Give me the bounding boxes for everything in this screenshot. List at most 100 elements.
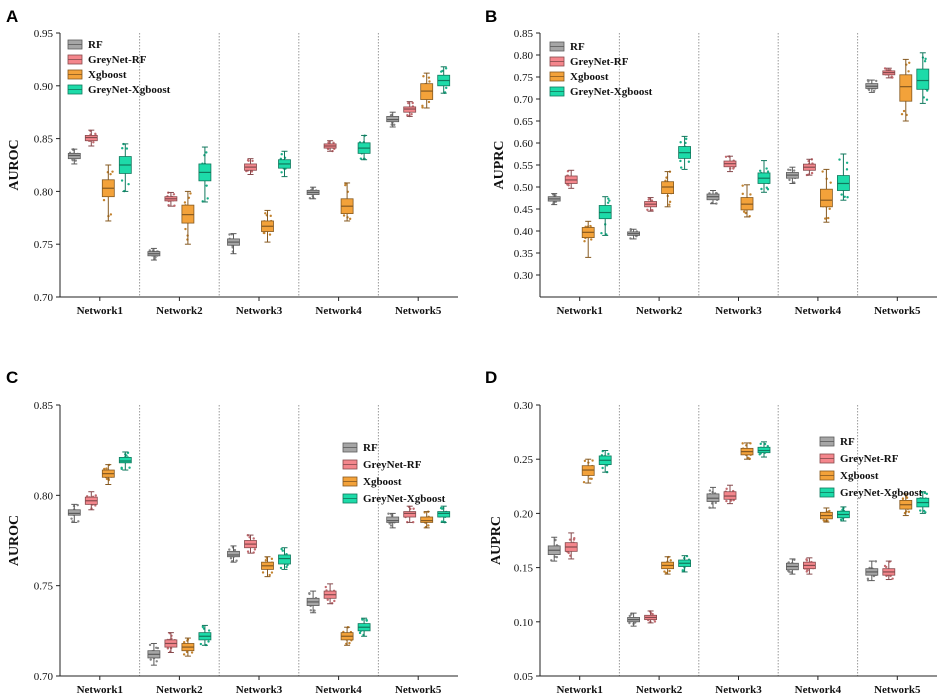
data-point [235, 559, 238, 562]
box-greynet-rf-network4 [803, 158, 816, 177]
panel-letter: A [6, 7, 18, 26]
legend-label: GreyNet-Xgboost [363, 493, 446, 505]
box-greynet-rf-network5 [403, 505, 417, 524]
data-point [166, 647, 170, 650]
box-greynet-rf-network3 [244, 534, 257, 554]
data-point [105, 467, 108, 470]
data-point [600, 231, 603, 235]
x-tick-label: Network2 [156, 305, 203, 317]
data-point [388, 522, 391, 525]
box-greynet-xgboost-network4 [357, 134, 371, 161]
data-point [92, 141, 95, 144]
legend-label: RF [840, 436, 855, 448]
box-greynet-rf-network2 [164, 632, 178, 654]
box-greynet-rf-network5 [882, 560, 896, 581]
data-point [608, 199, 611, 202]
data-point [427, 524, 430, 527]
box-greynet-rf-network5 [882, 67, 896, 79]
data-point [884, 565, 888, 569]
x-tick-label: Network2 [636, 684, 683, 696]
box-rf-network2 [147, 642, 161, 666]
box-xgboost-network1 [101, 463, 115, 485]
data-point [925, 492, 929, 496]
data-point [758, 169, 762, 173]
legend-label: Xgboost [570, 71, 609, 83]
box-greynet-xgboost-network4 [837, 506, 850, 522]
data-point [247, 159, 250, 163]
box-greynet-rf-network1 [84, 491, 98, 511]
data-point [651, 612, 654, 616]
data-point [907, 510, 911, 514]
data-point [268, 233, 272, 236]
box-xgboost-network2 [661, 170, 674, 208]
y-tick-label: 0.85 [34, 400, 54, 412]
data-point [279, 566, 283, 570]
data-point [583, 239, 586, 243]
box-greynet-rf-network3 [723, 155, 737, 173]
y-tick-label: 0.60 [514, 138, 534, 150]
y-tick-label: 0.30 [514, 270, 534, 282]
data-point [270, 557, 274, 561]
x-tick-label: Network3 [715, 305, 762, 317]
box-rf-network5 [386, 111, 400, 128]
box-greynet-xgboost-network1 [598, 449, 612, 474]
box-body [916, 68, 930, 90]
box-greynet-xgboost-network3 [278, 150, 291, 178]
y-axis-title: AUPRC [489, 516, 504, 565]
data-point [679, 141, 682, 144]
box-body [386, 516, 400, 523]
box-rf-network4 [786, 166, 799, 184]
legend: RF GreyNet-RF Xgboost GreyNet-Xgboost [342, 442, 446, 505]
data-point [120, 179, 124, 182]
data-point [407, 101, 410, 105]
y-tick-label: 0.80 [514, 50, 534, 62]
y-tick-label: 0.80 [34, 490, 54, 502]
box-xgboost-network2 [181, 190, 195, 245]
data-point [326, 598, 329, 601]
data-point [729, 499, 733, 502]
box-body [227, 550, 240, 558]
y-tick-label: 0.90 [34, 81, 54, 93]
data-point [348, 217, 352, 221]
data-point [668, 200, 672, 204]
data-point [628, 614, 631, 618]
data-point [590, 238, 593, 241]
panel-d: D 0.05 0.10 0.15 0.20 0.25 0.30 AUPRC Network1 Ne… [485, 368, 937, 696]
box-greynet-rf-network3 [244, 158, 257, 176]
data-point [725, 499, 728, 503]
data-point [411, 101, 414, 105]
box-greynet-xgboost-network3 [757, 441, 771, 458]
y-tick-label: 0.65 [514, 116, 534, 128]
data-point [821, 170, 824, 173]
box-body [67, 509, 81, 516]
legend-label: RF [570, 41, 585, 53]
data-point [105, 477, 109, 481]
box-greynet-rf-network1 [84, 129, 98, 147]
box-xgboost-network3 [261, 556, 274, 578]
data-point [332, 141, 335, 145]
data-point [839, 518, 843, 521]
data-point [421, 104, 424, 108]
data-point [653, 620, 657, 623]
data-point [251, 159, 254, 163]
y-axis-title: AUROC [7, 139, 22, 190]
data-point [591, 459, 594, 462]
data-point [714, 501, 717, 505]
data-point [365, 619, 368, 622]
y-tick-label: 0.70 [514, 94, 534, 106]
box-greynet-xgboost-network4 [357, 617, 371, 637]
data-point [922, 509, 926, 513]
data-point [923, 59, 927, 63]
panel-letter: B [485, 7, 497, 26]
data-point [102, 198, 106, 202]
legend-label: Xgboost [840, 470, 879, 482]
data-point [264, 212, 267, 215]
data-point [749, 193, 752, 196]
data-point [309, 609, 313, 612]
data-point [358, 631, 362, 635]
box-body [899, 74, 913, 102]
data-point [810, 171, 814, 175]
data-point [568, 538, 572, 541]
data-point [444, 67, 448, 70]
box-body [820, 188, 833, 208]
